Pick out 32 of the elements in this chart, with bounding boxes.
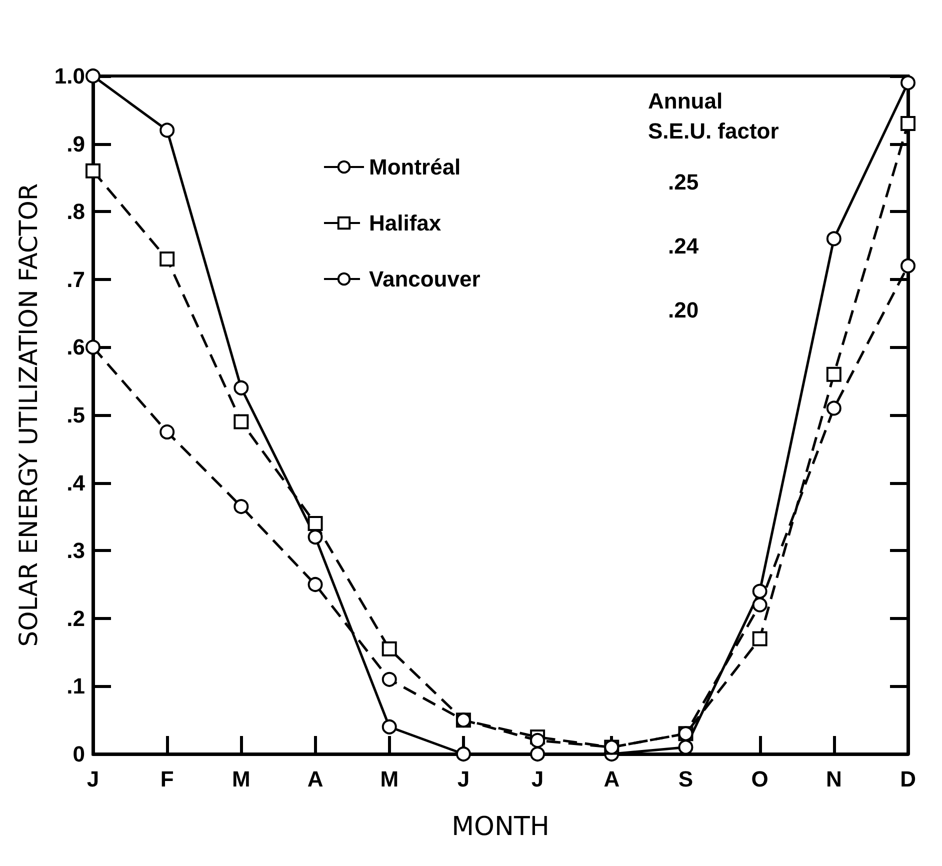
y-tick-label: .2 — [66, 606, 85, 631]
legend-label: Halifax — [369, 210, 442, 236]
y-tick-label: .3 — [66, 538, 85, 564]
y-tick-label: 1.0 — [54, 64, 85, 88]
y-tick-label: .5 — [66, 402, 85, 428]
y-tick-label: 0 — [72, 742, 85, 766]
y-tick-label: .9 — [66, 131, 85, 156]
y-tick-label: .6 — [66, 334, 85, 360]
annotation: .24 — [668, 234, 700, 258]
x-tick-label: A — [307, 766, 324, 792]
legend-label: Montréal — [369, 154, 461, 180]
x-tick-label: S — [678, 766, 694, 792]
x-tick-label: D — [900, 766, 916, 792]
x-tick-label: J — [86, 766, 100, 792]
y-tick-label: .1 — [66, 674, 85, 699]
x-tick-label: M — [232, 766, 250, 792]
x-tick-label: M — [380, 766, 399, 792]
x-tick-label: N — [826, 766, 842, 792]
annotation: .20 — [668, 298, 699, 322]
y-tick-label: .7 — [66, 266, 85, 292]
y-tick-label: .8 — [66, 199, 85, 224]
legend-label: Vancouver — [369, 266, 481, 292]
x-tick-label: F — [160, 766, 174, 792]
x-tick-label: J — [457, 766, 470, 792]
annotation: Annual S.E.U. factor — [648, 88, 780, 144]
x-tick-label: O — [751, 766, 768, 792]
y-axis-title: SOLAR ENERGY UTILIZATION FACTOR — [14, 183, 43, 647]
x-axis-title: MONTH — [452, 812, 550, 842]
x-tick-label: A — [604, 766, 620, 792]
annotation: .25 — [668, 170, 699, 194]
x-tick-label: J — [531, 766, 544, 792]
y-tick-label: .4 — [66, 470, 86, 496]
